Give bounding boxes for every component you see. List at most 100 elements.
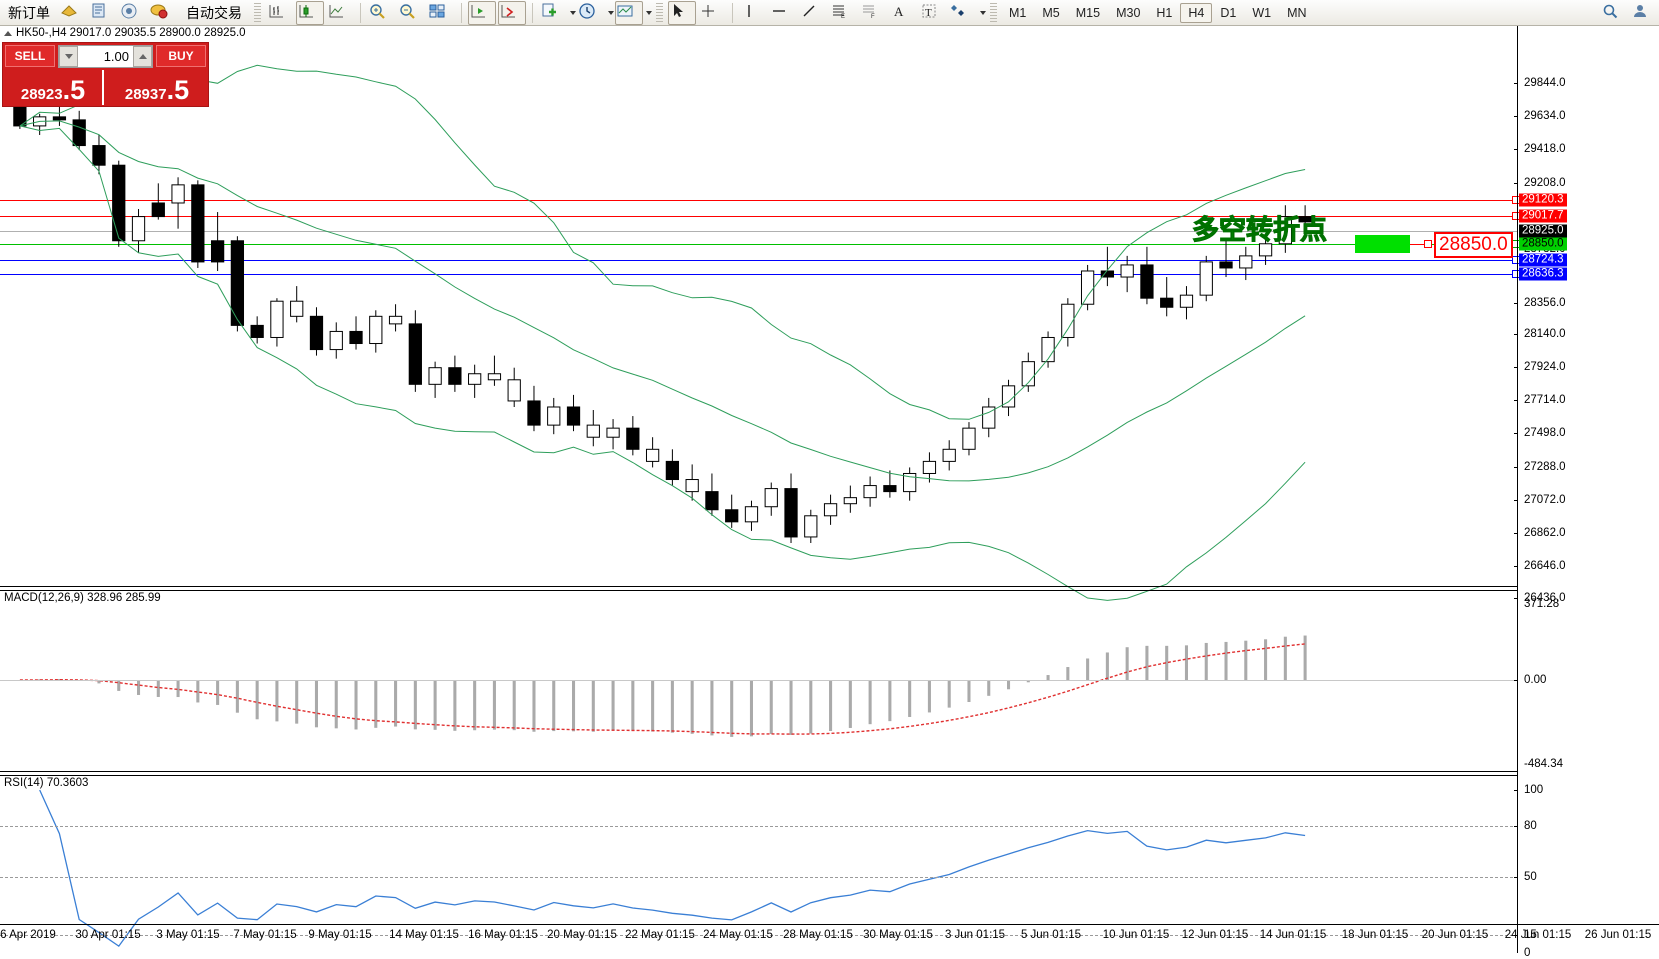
candle-body	[527, 400, 541, 426]
trade-panel-top-row: SELL 1.00 BUY	[3, 43, 208, 69]
accounts-icon[interactable]	[1630, 1, 1658, 25]
timeframe-m30[interactable]: M30	[1116, 5, 1141, 20]
time-tick-label: 5 Jun 01:15	[1020, 929, 1082, 941]
annotation-price-tag[interactable]: 28850.0	[1434, 232, 1513, 258]
candle-body	[1239, 255, 1253, 269]
candle-body	[349, 330, 363, 345]
macd-pane-label: MACD(12,26,9) 328.96 285.99	[4, 592, 161, 604]
cursor-icon[interactable]	[668, 0, 696, 25]
vertical-line-icon[interactable]	[739, 1, 767, 25]
zoom-in-icon[interactable]	[367, 1, 395, 25]
shapes-dropdown-icon[interactable]	[980, 10, 986, 15]
macd-signal-line	[19, 643, 1306, 735]
time-tick-label: 26 Jun 01:15	[1584, 929, 1652, 941]
toolbar-grip[interactable]	[254, 2, 261, 23]
rsi-scale-label: 80	[1524, 820, 1537, 832]
sell-button[interactable]: SELL	[5, 45, 55, 67]
auto-scroll-icon[interactable]	[498, 0, 526, 25]
add-indicator-icon[interactable]	[539, 1, 567, 25]
text-icon[interactable]: A	[889, 1, 917, 25]
time-tick-label: 9 May 01:15	[308, 929, 372, 941]
candlestick-chart-icon[interactable]	[296, 0, 324, 25]
fibonacci-icon[interactable]: E	[829, 1, 857, 25]
zoom-out-icon[interactable]	[397, 1, 425, 25]
price-tick-label: 29634.0	[1524, 110, 1566, 122]
svg-text:E: E	[841, 14, 845, 20]
add-indicator-dropdown-icon[interactable]	[570, 10, 576, 15]
timeframe-m5[interactable]: M5	[1042, 5, 1060, 20]
expert-advisors-icon[interactable]	[59, 1, 87, 25]
chart-area[interactable]: HK50-,H4 29017.0 29035.5 28900.0 28925.0…	[0, 26, 1659, 959]
tile-windows-icon[interactable]	[427, 1, 455, 25]
macd-scale-label: 371.28	[1524, 598, 1560, 610]
level-line-28850[interactable]	[0, 244, 1518, 245]
level-line-29120[interactable]	[0, 200, 1518, 201]
auto-trading-button[interactable]: 自动交易	[186, 4, 242, 21]
price-tag-28636[interactable]: 28636.3	[1519, 267, 1567, 281]
level-line-28636[interactable]	[0, 274, 1518, 275]
timeframe-h1[interactable]: H1	[1156, 5, 1173, 20]
line-chart-icon[interactable]	[326, 1, 354, 25]
templates-icon[interactable]	[615, 0, 643, 25]
candle-body	[1258, 243, 1273, 257]
price-tag-28724[interactable]: 28724.3	[1519, 253, 1567, 267]
search-icon[interactable]	[1600, 1, 1628, 25]
candle-body	[982, 406, 996, 429]
buy-button[interactable]: BUY	[156, 45, 206, 67]
timeframe-d1[interactable]: D1	[1220, 5, 1237, 20]
price-tag-29120[interactable]: 29120.3	[1519, 193, 1567, 207]
time-scale[interactable]: 6 Apr 2019 30 Apr 01:15 3 May 01:15 7 May 0…	[0, 924, 1659, 953]
timeframe-h4[interactable]: H4	[1180, 2, 1213, 23]
annotation-handle[interactable]	[1424, 240, 1432, 248]
text-label-icon[interactable]: T	[919, 1, 947, 25]
timeframe-m1[interactable]: M1	[1009, 5, 1027, 20]
new-order-button[interactable]: 新订单	[8, 4, 50, 21]
candle-body	[1298, 216, 1312, 223]
market-icon[interactable]	[149, 1, 177, 25]
level-line-28724[interactable]	[0, 260, 1518, 261]
chart-annotation-text[interactable]: 多空转折点	[1192, 215, 1328, 246]
level-line-29018[interactable]	[0, 216, 1518, 217]
timeframe-w1[interactable]: W1	[1252, 5, 1272, 20]
candle-body	[883, 485, 897, 493]
toolbar-grip-2[interactable]	[656, 2, 663, 23]
price-tag-29018[interactable]: 29017.7	[1519, 209, 1567, 223]
period-icon[interactable]	[577, 1, 605, 25]
timeframe-mn[interactable]: MN	[1287, 5, 1307, 20]
horizontal-line-icon[interactable]	[769, 1, 797, 25]
templates-dropdown-icon[interactable]	[646, 10, 652, 15]
rsi-line	[39, 789, 1306, 947]
shapes-icon[interactable]	[949, 1, 977, 25]
time-tick-label: 28 May 01:15	[783, 929, 853, 941]
buy-price-display[interactable]: 28937 .5	[107, 70, 207, 105]
one-click-trade-panel[interactable]: SELL 1.00 BUY 28923 .5 28937 .5	[2, 42, 209, 107]
candle-body	[863, 485, 877, 499]
fibonacci-fan-icon[interactable]: F	[859, 1, 887, 25]
candle-body	[1160, 297, 1174, 308]
period-dropdown-icon[interactable]	[608, 10, 614, 15]
timeframe-m15[interactable]: M15	[1075, 5, 1101, 20]
sell-price-display[interactable]: 28923 .5	[4, 70, 104, 105]
price-tag-28850[interactable]: 28850.0	[1519, 237, 1567, 251]
price-scale[interactable]: 29844.0 29634.0 29418.0 29208.0 28992.0 …	[1514, 26, 1659, 959]
trendline-icon[interactable]	[799, 1, 827, 25]
level-line-28925[interactable]	[0, 231, 1518, 232]
crosshair-icon[interactable]	[698, 1, 726, 25]
bar-chart-icon[interactable]	[266, 1, 294, 25]
signals-icon[interactable]	[119, 1, 147, 25]
candle-body	[1061, 303, 1075, 338]
volume-value[interactable]: 1.00	[103, 48, 129, 64]
data-window-icon[interactable]	[89, 1, 117, 25]
volume-decrease-button[interactable]	[59, 45, 78, 67]
candle-body	[131, 216, 146, 242]
macd-pane-separator-top	[0, 586, 1518, 587]
candle-body	[1278, 216, 1292, 245]
price-tag-28925[interactable]: 28925.0	[1519, 224, 1567, 238]
candle-body	[922, 460, 937, 474]
annotation-green-block[interactable]	[1355, 235, 1410, 253]
chart-shift-icon[interactable]	[468, 0, 496, 25]
candle-body	[1219, 261, 1233, 269]
toolbar-grip-3[interactable]	[990, 2, 997, 23]
volume-increase-button[interactable]	[133, 45, 152, 67]
volume-input[interactable]: 1.00	[58, 44, 153, 68]
